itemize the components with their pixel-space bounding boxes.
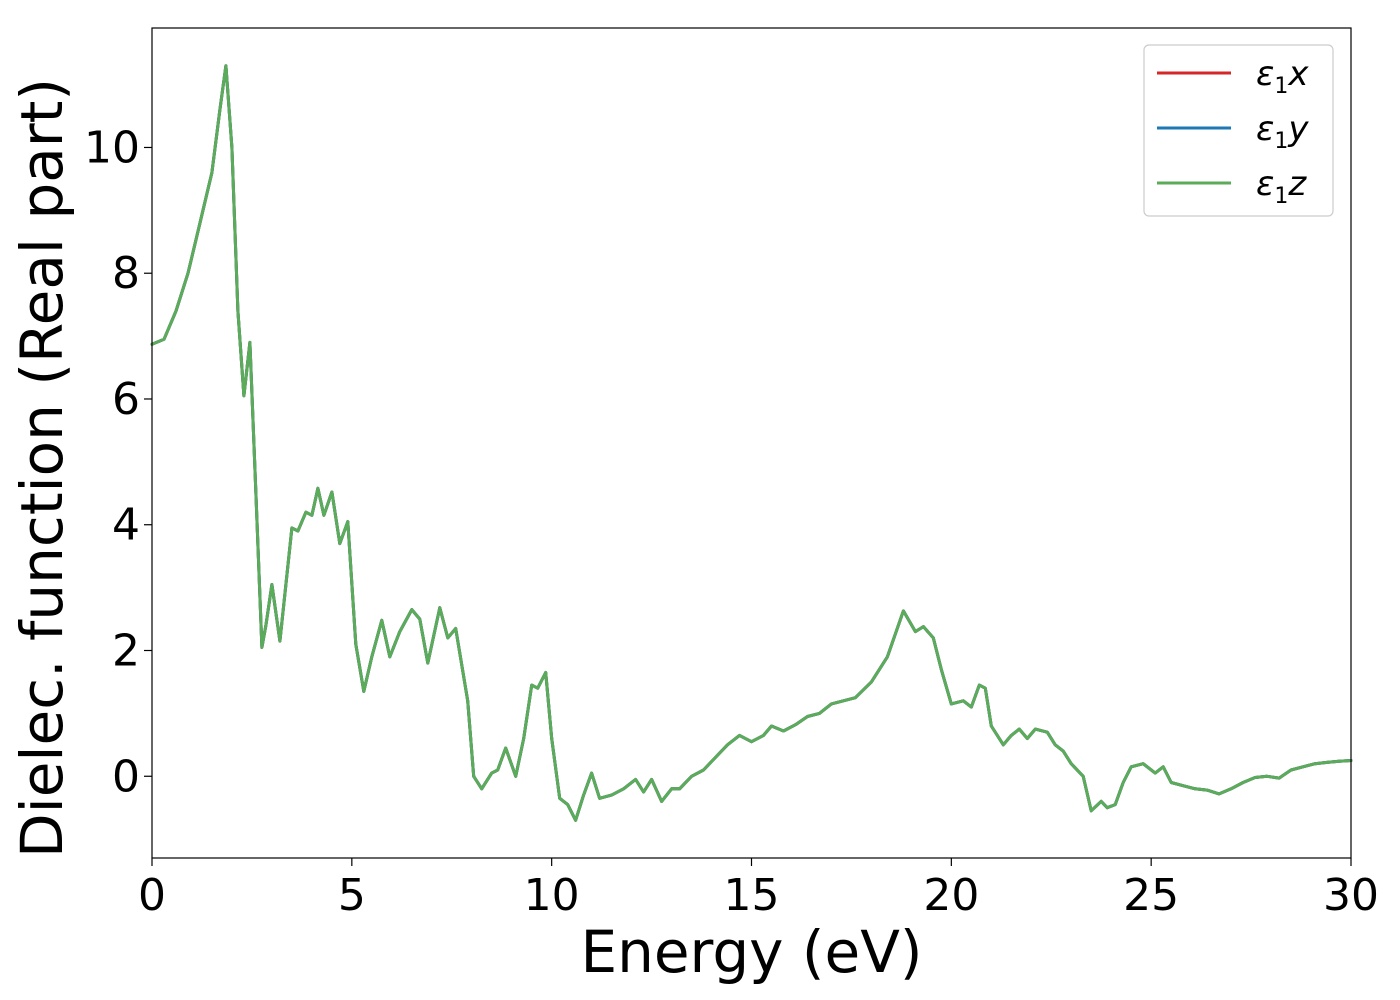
series-layer bbox=[150, 64, 1353, 822]
legend-box bbox=[1143, 44, 1334, 217]
legend: ε1x ε1y ε1z bbox=[1143, 44, 1334, 217]
x-tick-label: 10 bbox=[524, 870, 580, 921]
x-tick-label: 20 bbox=[923, 870, 979, 921]
legend-label-x: ε1x bbox=[1256, 54, 1309, 99]
y-tick-label: 2 bbox=[112, 626, 140, 677]
legend-label-y: ε1y bbox=[1256, 109, 1309, 154]
x-tick-label: 0 bbox=[138, 870, 166, 921]
y-axis-title: Dielec. function (Real part) bbox=[8, 78, 76, 858]
y-tick-label: 10 bbox=[84, 122, 140, 173]
legend-label-z: ε1z bbox=[1256, 164, 1307, 209]
x-tick-label: 5 bbox=[338, 870, 366, 921]
x-tick-label: 25 bbox=[1123, 870, 1179, 921]
y-axis: 0 2 4 6 8 10 bbox=[84, 122, 152, 802]
x-tick-label: 30 bbox=[1323, 870, 1379, 921]
y-tick-label: 4 bbox=[112, 500, 140, 551]
y-tick-label: 8 bbox=[112, 248, 140, 299]
x-tick-label: 15 bbox=[724, 870, 780, 921]
y-tick-label: 0 bbox=[112, 751, 140, 802]
x-axis-title: Energy (eV) bbox=[580, 918, 922, 986]
y-tick-label: 6 bbox=[112, 374, 140, 425]
series-line-z bbox=[150, 64, 1353, 822]
x-axis: 0 5 10 15 20 25 30 bbox=[138, 858, 1379, 921]
